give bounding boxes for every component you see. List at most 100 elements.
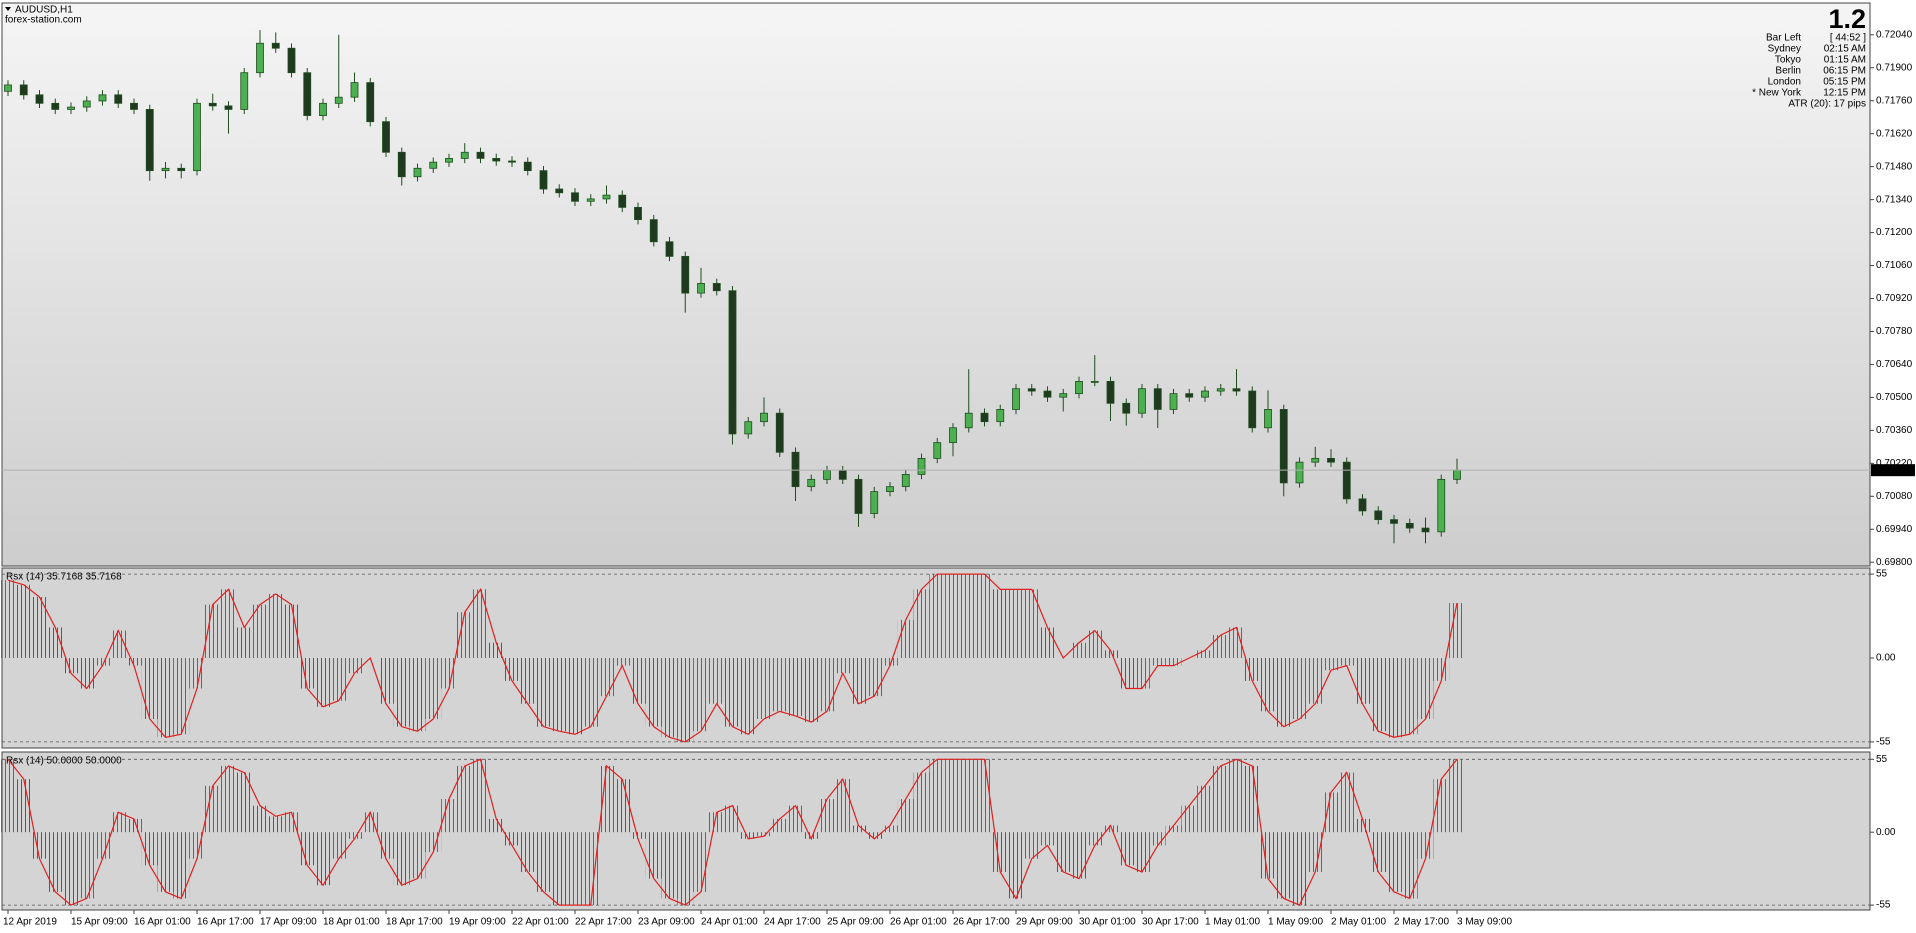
info-label: Berlin [1775,66,1801,77]
candle-body [634,206,642,221]
candle-body [177,167,186,172]
candle-body [445,158,453,163]
oscillator-bar [693,832,709,892]
oscillator-bar [189,658,205,689]
oscillator-bar [47,627,64,658]
oscillator-bar [441,799,457,833]
oscillator-line [7,573,1458,743]
oscillator-bar [0,580,16,658]
x-tick-label: 16 Apr 01:00 [134,917,191,928]
oscillator-bar [866,832,883,839]
x-tick-label: 16 Apr 17:00 [197,917,254,928]
candle-body [98,94,107,102]
candle-body [429,161,438,169]
candle-body [665,241,674,257]
candle-body [964,412,973,429]
candle-body [476,151,485,159]
candle-body [508,160,516,163]
x-tick-label: 18 Apr 01:00 [323,917,380,928]
info-label: Tokyo [1775,55,1802,66]
oscillator-bar [1181,805,1198,833]
oscillator-bar [15,584,32,658]
oscillator-bar [519,658,536,704]
candle-body [1169,393,1178,410]
oscillator-bar [1165,825,1182,833]
candle-body [870,491,879,514]
oscillator-bar [567,832,583,906]
candle-body [1358,498,1367,512]
oscillator-bar [173,658,190,735]
oscillator-bar [1228,627,1245,658]
oscillator-bar [252,604,268,658]
oscillator-bar [976,574,993,658]
y-tick-label: 0.70640 [1876,359,1913,370]
oscillator-bar [1244,765,1261,833]
oscillator-bar [756,658,772,720]
info-value: 05:15 PM [1823,77,1866,88]
x-tick-label: 30 Apr 17:00 [1142,917,1199,928]
y-tick-label: 0.71060 [1876,260,1913,271]
oscillator-bar [724,658,741,727]
candle-body [1185,393,1194,398]
oscillator-bar [1307,832,1324,872]
y-tick-label: 0.69800 [1876,557,1913,568]
y-tick-label: 0.70360 [1876,425,1913,436]
candle-body [1012,388,1020,410]
oscillator-bar [1008,832,1024,899]
info-value: 06:15 PM [1823,66,1866,77]
candle-body [161,167,170,172]
candle-body [208,102,217,107]
x-tick-label: 17 Apr 09:00 [260,917,317,928]
oscillator-bar [834,779,851,833]
oscillator-bar [1071,832,1087,879]
x-tick-label: 24 Apr 01:00 [701,917,758,928]
x-tick-label: 23 Apr 09:00 [638,917,695,928]
oscillator-bar [945,759,961,833]
candle-body [397,151,406,178]
candle-body [4,84,12,92]
oscillator-bar [63,658,79,674]
candle-body [712,283,721,292]
oscillator-bar [1008,589,1024,658]
oscillator-bar [31,832,48,859]
candle-body [586,198,595,202]
candle-body [838,470,847,480]
candle-body [1216,388,1225,392]
oscillator-bar [1449,603,1465,658]
info-value: 02:15 AM [1824,44,1866,55]
candle-body [1327,457,1335,463]
oscillator-bar [803,832,820,839]
oscillator-bar [1023,832,1040,859]
oscillator-bar [787,658,804,716]
oscillator-bar [819,658,835,712]
x-tick-label: 24 Apr 17:00 [764,917,821,928]
y-tick-label: 0.70780 [1876,326,1913,337]
oscillator-bar [425,658,442,720]
candle-body [807,478,816,488]
oscillator-bar [126,818,142,833]
oscillator-bar [362,812,379,833]
candle-body [1248,390,1257,429]
oscillator-bar [693,658,709,732]
y-tick-label: 0.72040 [1876,29,1913,40]
oscillator-bar [504,832,520,846]
candle-body [539,170,548,190]
oscillator-bar [299,658,316,689]
oscillator-bar [551,832,568,906]
candle-body [1390,519,1398,524]
candle-body [602,194,611,200]
x-tick-label: 30 Apr 01:00 [1079,917,1136,928]
oscillator-bar [1149,658,1166,666]
x-tick-label: 2 May 01:00 [1331,917,1386,928]
candle-body [1043,390,1052,398]
y-tick-label: 55 [1876,754,1888,765]
x-tick-label: 15 Apr 09:00 [71,917,128,928]
y-tick-label: 0.70220 [1876,458,1913,469]
oscillator-bar [456,765,473,833]
oscillator-bar [472,589,489,658]
oscillator-bar [157,658,174,738]
candle-body [287,47,296,74]
oscillator-bar [960,574,977,658]
menu-arrow[interactable] [5,7,11,11]
